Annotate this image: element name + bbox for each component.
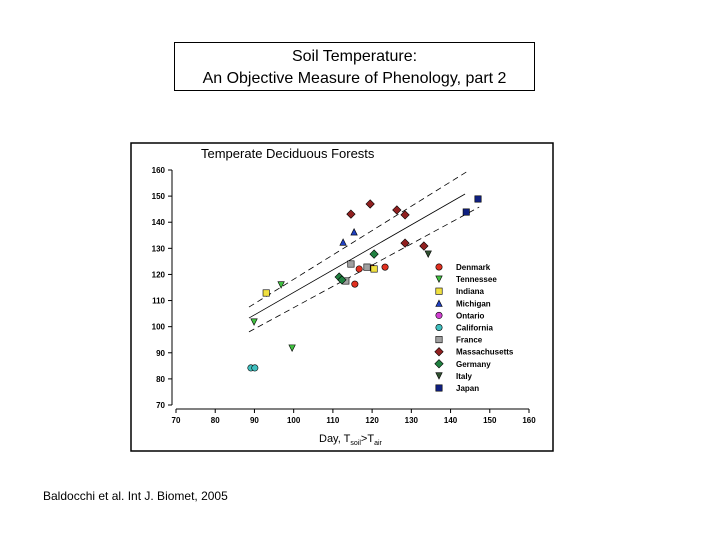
point [347, 260, 355, 268]
point [381, 263, 389, 271]
point [337, 275, 347, 285]
title-line: Soil Temperature: [291, 48, 418, 65]
point [369, 249, 379, 259]
x-tick-label: 140 [444, 416, 458, 425]
legend-marker [435, 275, 443, 283]
y-tick-label: 140 [152, 218, 166, 227]
point [419, 241, 429, 251]
legend-marker [435, 287, 443, 295]
x-tick-label: 110 [326, 416, 339, 425]
x-axis-label-part: soil [350, 440, 361, 447]
legend-marker [435, 336, 443, 344]
y-tick-label: 100 [152, 323, 166, 332]
chart-title: Temperate Deciduous Forests [201, 146, 375, 161]
point [350, 228, 358, 236]
point [392, 205, 402, 215]
y-tick-label: 70 [156, 401, 165, 410]
y-tick-label: 130 [152, 244, 166, 253]
x-tick-label: 150 [483, 416, 497, 425]
y-tick-label: 110 [152, 297, 165, 306]
x-axis-label: Day, Tsoil>Tair [319, 433, 383, 447]
title-box: Soil Temperature: An Objective Measure o… [174, 42, 535, 91]
point [262, 289, 270, 297]
point [400, 210, 410, 220]
point [288, 344, 296, 352]
legend-label: Tennessee [456, 275, 497, 284]
y-tick-label: 120 [152, 270, 166, 279]
x-axis-label-part: >T [361, 433, 374, 445]
point [346, 209, 356, 219]
title-line: An Objective Measure of Phenology, part … [202, 70, 507, 87]
legend-label: Denmark [456, 263, 491, 272]
regression-line [248, 171, 467, 308]
point [351, 280, 359, 288]
legend-label: California [456, 324, 493, 333]
point [400, 238, 410, 248]
x-tick-label: 90 [250, 416, 259, 425]
legend-marker [435, 263, 443, 271]
x-tick-label: 80 [211, 416, 220, 425]
legend-marker [434, 347, 444, 357]
point [251, 364, 259, 372]
point [462, 208, 470, 216]
y-tick-label: 150 [152, 192, 166, 201]
legend-marker [435, 311, 443, 319]
legend-label: Germany [456, 360, 491, 369]
legend-label: Massachusetts [456, 348, 514, 357]
point [363, 263, 371, 271]
legend-label: Ontario [456, 311, 485, 320]
point [424, 250, 432, 258]
x-tick-label: 120 [365, 416, 379, 425]
legend-label: Italy [456, 372, 473, 381]
x-tick-label: 130 [405, 416, 419, 425]
y-tick-label: 80 [156, 375, 165, 384]
point [355, 265, 363, 273]
point [277, 281, 285, 289]
legend-label: Michigan [456, 299, 491, 308]
legend-marker [435, 299, 443, 307]
y-tick-label: 90 [156, 349, 165, 358]
point [365, 199, 375, 209]
legend-label: France [456, 336, 483, 345]
legend-marker [435, 372, 443, 380]
x-axis-label-part: Day, T [319, 433, 351, 445]
point [250, 318, 258, 326]
y-tick-label: 160 [152, 166, 166, 175]
legend-label: Japan [456, 384, 479, 393]
legend-marker [435, 323, 443, 331]
point [474, 195, 482, 203]
x-tick-label: 160 [522, 416, 536, 425]
x-tick-label: 100 [287, 416, 301, 425]
legend-marker [435, 384, 443, 392]
x-axis-label-part: air [374, 440, 382, 447]
footer: Baldocchi et al. Int J. Biomet, 2005 [43, 489, 228, 503]
chart-frame [130, 142, 554, 452]
x-tick-label: 70 [172, 416, 181, 425]
legend-label: Indiana [456, 287, 485, 296]
point [339, 238, 347, 246]
point [370, 265, 378, 273]
legend-marker [434, 359, 444, 369]
regression-line [248, 193, 466, 319]
